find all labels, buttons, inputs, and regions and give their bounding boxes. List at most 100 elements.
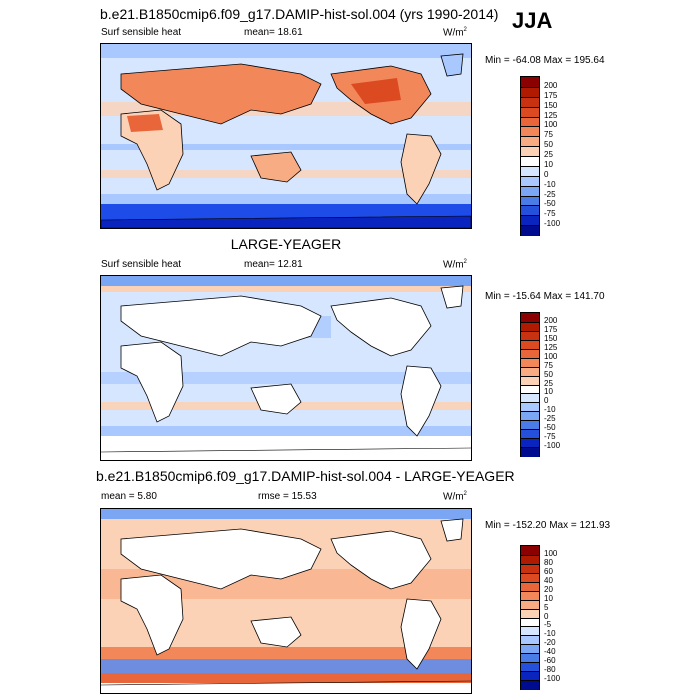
colorbar-cell — [521, 438, 539, 449]
colorbar-tick-label: 25 — [544, 150, 553, 159]
colorbar-cell — [521, 106, 539, 118]
colorbar-cell — [521, 581, 539, 592]
colorbar-tick-label: 150 — [544, 333, 558, 343]
panel-3-colorbar: 100 80 60 40 20 10 5 0 -5 -10 -20 -40 -60 -80 -100 — [520, 545, 580, 690]
panel-2-units: W/m2 — [443, 259, 467, 271]
panel-3-minmax: Min = -152.20 Max = 121.93 — [485, 520, 611, 531]
colorbar-cell — [521, 215, 539, 227]
colorbar-tick-label: 0 — [544, 169, 549, 179]
colorbar-tick-label: 100 — [544, 120, 558, 130]
colorbar-tick-label: -10 — [544, 405, 556, 415]
colorbar-cell — [521, 339, 539, 350]
colorbar-cell — [521, 411, 539, 422]
colorbar-cell — [521, 402, 539, 413]
colorbar-cell — [521, 96, 539, 108]
colorbar-cell — [521, 185, 539, 197]
colorbar-cell — [521, 653, 539, 664]
colorbar-tick-label: 50 — [544, 369, 553, 379]
colorbar-cell — [521, 644, 539, 655]
colorbar-cell — [521, 635, 539, 646]
colorbar-cell — [521, 156, 539, 167]
panel-2-minmax: Min = -15.64 Max = 141.70 — [485, 291, 605, 302]
panel-3-mean: mean = 5.80 — [101, 491, 157, 502]
colorbar-tick-label: -80 — [544, 665, 556, 675]
colorbar-cell — [521, 626, 539, 637]
colorbar-tick-label: 50 — [544, 140, 553, 150]
colorbar-tick-label: 125 — [544, 342, 558, 352]
colorbar-cell — [521, 429, 539, 440]
panel-2-mean: mean= 12.81 — [244, 259, 303, 270]
panel-2-variable: Surf sensible heat — [101, 259, 182, 270]
panel-1-mean: mean= 18.61 — [244, 27, 303, 38]
colorbar-tick-label: 10 — [544, 387, 553, 397]
colorbar-cell — [521, 366, 539, 377]
colorbar-cell — [521, 447, 539, 457]
colorbar-tick-label: -5 — [544, 620, 552, 630]
colorbar-cell — [521, 175, 539, 187]
colorbar-tick-label: 80 — [544, 557, 553, 567]
panel-2-colorbar: 200 175 150 125 100 75 50 25 10 0 -10 -25 -50 -75 -100 — [520, 312, 580, 457]
colorbar-cell — [521, 86, 539, 98]
colorbar-tick-label: -60 — [544, 656, 556, 666]
panel-2-map — [100, 275, 472, 461]
colorbar-tick-label: -100 — [544, 674, 561, 684]
colorbar-tick-label: 10 — [544, 593, 553, 603]
colorbar-cell — [521, 563, 539, 574]
colorbar-tick-label: -40 — [544, 647, 556, 657]
colorbar-tick-label: -50 — [544, 423, 556, 433]
panel-3-rmse: rmse = 15.53 — [258, 491, 317, 502]
colorbar-tick-label: 0 — [544, 611, 549, 621]
colorbar-tick-label: -50 — [544, 199, 556, 209]
colorbar-cell — [521, 348, 539, 359]
panel-3-title: b.e21.B1850cmip6.f09_g17.DAMIP-hist-sol.… — [96, 468, 515, 484]
colorbar-cell — [521, 599, 539, 610]
colorbar-cell — [521, 420, 539, 431]
colorbar-cell — [521, 313, 539, 322]
colorbar-tick-label: 175 — [544, 90, 558, 100]
colorbar-tick-label: 0 — [544, 396, 549, 406]
colorbar-tick-label: 5 — [544, 602, 549, 612]
colorbar-cell — [521, 116, 539, 128]
colorbar-tick-label: -25 — [544, 414, 556, 424]
colorbar-tick-label: -25 — [544, 189, 556, 199]
colorbar-cell — [521, 617, 539, 628]
colorbar-tick-label: 40 — [544, 575, 553, 585]
panel-1-colorbar: 200 175 150 125 100 75 50 25 10 0 -10 -25 -50 -75 -100 — [520, 76, 580, 236]
panel-1-title: b.e21.B1850cmip6.f09_g17.DAMIP-hist-sol.… — [100, 6, 499, 22]
panel-2-title: LARGE-YEAGER — [230, 236, 342, 252]
colorbar-cell — [521, 146, 539, 157]
colorbar-tick-label: 175 — [544, 324, 558, 334]
colorbar-cell — [521, 195, 539, 207]
colorbar-tick-label: 10 — [544, 159, 553, 169]
panel-3-units: W/m2 — [443, 491, 467, 503]
colorbar-cell — [521, 393, 539, 404]
panel-3-map — [100, 508, 472, 694]
colorbar-cell — [521, 165, 539, 177]
colorbar-tick-label: 100 — [544, 548, 558, 558]
panel-1-map — [100, 43, 472, 229]
colorbar-cell — [521, 546, 539, 555]
panel-1-units: W/m2 — [443, 27, 467, 39]
colorbar-tick-label: -20 — [544, 638, 556, 648]
colorbar-tick-label: -10 — [544, 179, 556, 189]
colorbar-cell — [521, 572, 539, 583]
colorbar-cell — [521, 375, 539, 386]
season-label: JJA — [512, 8, 553, 33]
colorbar-cell — [521, 384, 539, 395]
colorbar-tick-label: 125 — [544, 110, 558, 120]
colorbar-tick-label: 200 — [544, 315, 558, 325]
colorbar-cell — [521, 225, 539, 236]
panel-1-variable: Surf sensible heat — [101, 27, 182, 38]
colorbar-cell — [521, 205, 539, 217]
colorbar-cell — [521, 680, 539, 690]
colorbar-tick-label: 75 — [544, 360, 553, 370]
colorbar-tick-label: 200 — [544, 80, 558, 90]
colorbar-tick-label: -100 — [544, 441, 561, 451]
colorbar-cell — [521, 136, 539, 148]
colorbar-tick-label: 150 — [544, 100, 558, 110]
colorbar-tick-label: 100 — [544, 351, 558, 361]
colorbar-cell — [521, 608, 539, 619]
colorbar-cell — [521, 77, 539, 87]
colorbar-tick-label: 20 — [544, 584, 553, 594]
colorbar-cell — [521, 357, 539, 368]
